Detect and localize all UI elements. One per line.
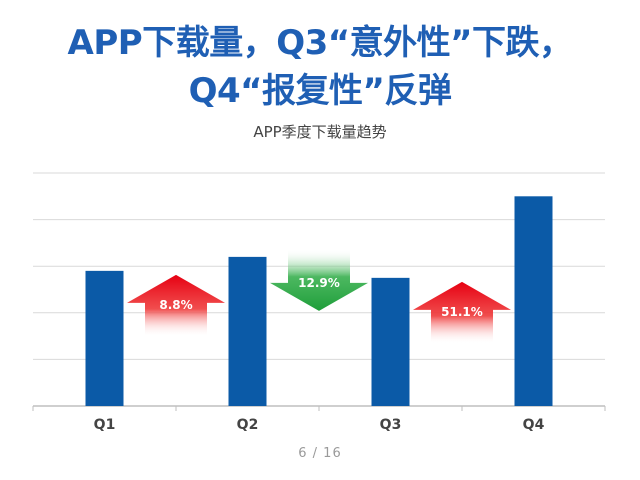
headline-line-2: Q4“报复性”反弹 (188, 71, 452, 111)
x-tick-label-q4: Q4 (523, 417, 545, 433)
bar-q3 (371, 277, 410, 406)
up-arrow-shape (413, 281, 511, 344)
bar-q1 (85, 270, 124, 406)
up-arrow-shape (127, 274, 225, 337)
down-arrow-shape (270, 248, 368, 311)
change-label-1: 8.8% (159, 298, 192, 312)
page-number: 6 / 16 (298, 446, 342, 461)
bar-q4 (514, 196, 553, 406)
headline-line-1: APP下载量，Q3“意外性”下跌， (67, 23, 573, 63)
change-label-3: 51.1% (441, 305, 483, 319)
x-tick-label-q2: Q2 (237, 417, 259, 433)
x-tick-label-q1: Q1 (94, 417, 116, 433)
bar-q2 (228, 256, 267, 406)
change-arrow-2-down: 12.9% (270, 248, 368, 311)
chart-title: APP季度下载量趋势 (253, 123, 387, 141)
change-arrow-1-up: 8.8% (127, 274, 225, 337)
x-tick-label-q3: Q3 (380, 417, 402, 433)
change-arrow-3-up: 51.1% (413, 281, 511, 344)
change-label-2: 12.9% (298, 276, 340, 290)
